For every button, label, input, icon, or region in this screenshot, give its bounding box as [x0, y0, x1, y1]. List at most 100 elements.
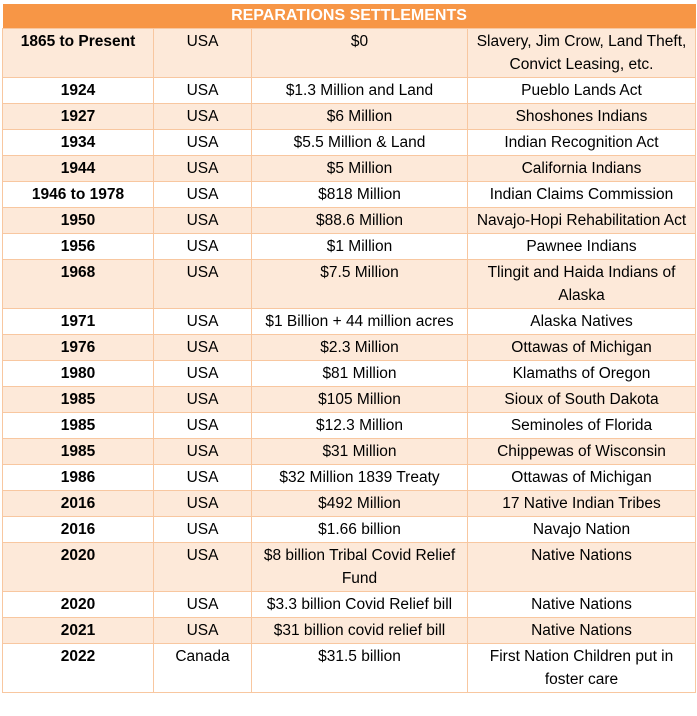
amount-cell: $31 billion covid relief bill [251, 617, 468, 644]
year-cell: 1980 [2, 360, 154, 387]
amount-cell: $6 Million [251, 103, 468, 130]
country-cell: USA [153, 516, 252, 543]
table-row: 1946 to 1978 USA $818 Million Indian Claims… [2, 181, 696, 208]
year-cell: 1956 [2, 233, 154, 260]
table-row: 2016 USA $492 Million 17 Native Indian Trib… [2, 490, 696, 517]
table-row: 1956 USA $1 Million Pawnee Indians [2, 233, 696, 260]
title-row: REPARATIONS SETTLEMENTS [2, 4, 696, 29]
year-cell: 1985 [2, 412, 154, 439]
year-cell: 1986 [2, 464, 154, 491]
table-row: 1968 USA $7.5 Million Tlingit and Haida Ind… [2, 259, 696, 309]
year-cell: 1865 to Present [2, 28, 154, 78]
recipient-cell: 17 Native Indian Tribes [467, 490, 696, 517]
amount-cell: $12.3 Million [251, 412, 468, 439]
year-cell: 1985 [2, 386, 154, 413]
country-cell: USA [153, 438, 252, 465]
recipient-cell: Shoshones Indians [467, 103, 696, 130]
recipient-cell: Indian Recognition Act [467, 129, 696, 156]
year-cell: 1934 [2, 129, 154, 156]
table-title: REPARATIONS SETTLEMENTS [231, 7, 467, 24]
year-cell: 2016 [2, 490, 154, 517]
recipient-cell: California Indians [467, 155, 696, 182]
recipient-cell: Tlingit and Haida Indians of Alaska [467, 259, 696, 309]
recipient-cell: Native Nations [467, 617, 696, 644]
amount-cell: $1 Billion + 44 million acres [251, 308, 468, 335]
country-cell: USA [153, 386, 252, 413]
country-cell: USA [153, 334, 252, 361]
table-row: 1924 USA $1.3 Million and Land Pueblo Lands… [2, 77, 696, 104]
amount-cell: $31.5 billion [251, 643, 468, 693]
table-row: 1950 USA $88.6 Million Navajo-Hopi Rehabili… [2, 207, 696, 234]
table-body: 1865 to Present USA $0 Slavery, Jim Crow, L… [2, 28, 696, 693]
country-cell: USA [153, 490, 252, 517]
table-title-cell: REPARATIONS SETTLEMENTS [2, 4, 696, 29]
recipient-cell: Klamaths of Oregon [467, 360, 696, 387]
table-row: 1986 USA $32 Million 1839 Treaty Ottawas of… [2, 464, 696, 491]
country-cell: USA [153, 591, 252, 618]
table-row: 1976 USA $2.3 Million Ottawas of Michigan [2, 334, 696, 361]
country-cell: USA [153, 617, 252, 644]
amount-cell: $0 [251, 28, 468, 78]
recipient-cell: Ottawas of Michigan [467, 334, 696, 361]
recipient-cell: Seminoles of Florida [467, 412, 696, 439]
year-cell: 1924 [2, 77, 154, 104]
table-row: 1927 USA $6 Million Shoshones Indians [2, 103, 696, 130]
recipient-cell: Navajo Nation [467, 516, 696, 543]
amount-cell: $7.5 Million [251, 259, 468, 309]
table-row: 1985 USA $31 Million Chippewas of Wisconsin [2, 438, 696, 465]
country-cell: USA [153, 360, 252, 387]
amount-cell: $1.3 Million and Land [251, 77, 468, 104]
table-row: 2020 USA $8 billion Tribal Covid Relief Fu… [2, 542, 696, 592]
amount-cell: $8 billion Tribal Covid Relief Fund [251, 542, 468, 592]
country-cell: USA [153, 542, 252, 592]
table-row: 2016 USA $1.66 billion Navajo Nation [2, 516, 696, 543]
amount-cell: $1 Million [251, 233, 468, 260]
year-cell: 1985 [2, 438, 154, 465]
table-row: 1934 USA $5.5 Million & Land Indian Recogni… [2, 129, 696, 156]
country-cell: USA [153, 129, 252, 156]
country-cell: USA [153, 181, 252, 208]
country-cell: USA [153, 77, 252, 104]
recipient-cell: Ottawas of Michigan [467, 464, 696, 491]
table-row: 1985 USA $12.3 Million Seminoles of Florida [2, 412, 696, 439]
year-cell: 2021 [2, 617, 154, 644]
year-cell: 2020 [2, 542, 154, 592]
country-cell: USA [153, 464, 252, 491]
country-cell: USA [153, 308, 252, 335]
amount-cell: $1.66 billion [251, 516, 468, 543]
table-row: 2020 USA $3.3 billion Covid Relief bill Nat… [2, 591, 696, 618]
recipient-cell: Alaska Natives [467, 308, 696, 335]
year-cell: 1944 [2, 155, 154, 182]
recipient-cell: First Nation Children put in foster care [467, 643, 696, 693]
amount-cell: $5.5 Million & Land [251, 129, 468, 156]
country-cell: USA [153, 103, 252, 130]
year-cell: 1927 [2, 103, 154, 130]
amount-cell: $492 Million [251, 490, 468, 517]
amount-cell: $818 Million [251, 181, 468, 208]
country-cell: USA [153, 412, 252, 439]
year-cell: 1968 [2, 259, 154, 309]
year-cell: 1946 to 1978 [2, 181, 154, 208]
amount-cell: $32 Million 1839 Treaty [251, 464, 468, 491]
year-cell: 1976 [2, 334, 154, 361]
country-cell: USA [153, 259, 252, 309]
country-cell: USA [153, 28, 252, 78]
year-cell: 1971 [2, 308, 154, 335]
country-cell: Canada [153, 643, 252, 693]
recipient-cell: Pawnee Indians [467, 233, 696, 260]
recipient-cell: Chippewas of Wisconsin [467, 438, 696, 465]
year-cell: 2022 [2, 643, 154, 693]
amount-cell: $88.6 Million [251, 207, 468, 234]
recipient-cell: Native Nations [467, 591, 696, 618]
recipient-cell: Slavery, Jim Crow, Land Theft, Convict L… [467, 28, 696, 78]
recipient-cell: Sioux of South Dakota [467, 386, 696, 413]
table-row: 2022 Canada $31.5 billion First Nation Chil… [2, 643, 696, 693]
year-cell: 2020 [2, 591, 154, 618]
table-row: 2021 USA $31 billion covid relief bill Nati… [2, 617, 696, 644]
recipient-cell: Indian Claims Commission [467, 181, 696, 208]
year-cell: 1950 [2, 207, 154, 234]
table-row: 1980 USA $81 Million Klamaths of Oregon [2, 360, 696, 387]
recipient-cell: Navajo-Hopi Rehabilitation Act [467, 207, 696, 234]
amount-cell: $5 Million [251, 155, 468, 182]
country-cell: USA [153, 155, 252, 182]
